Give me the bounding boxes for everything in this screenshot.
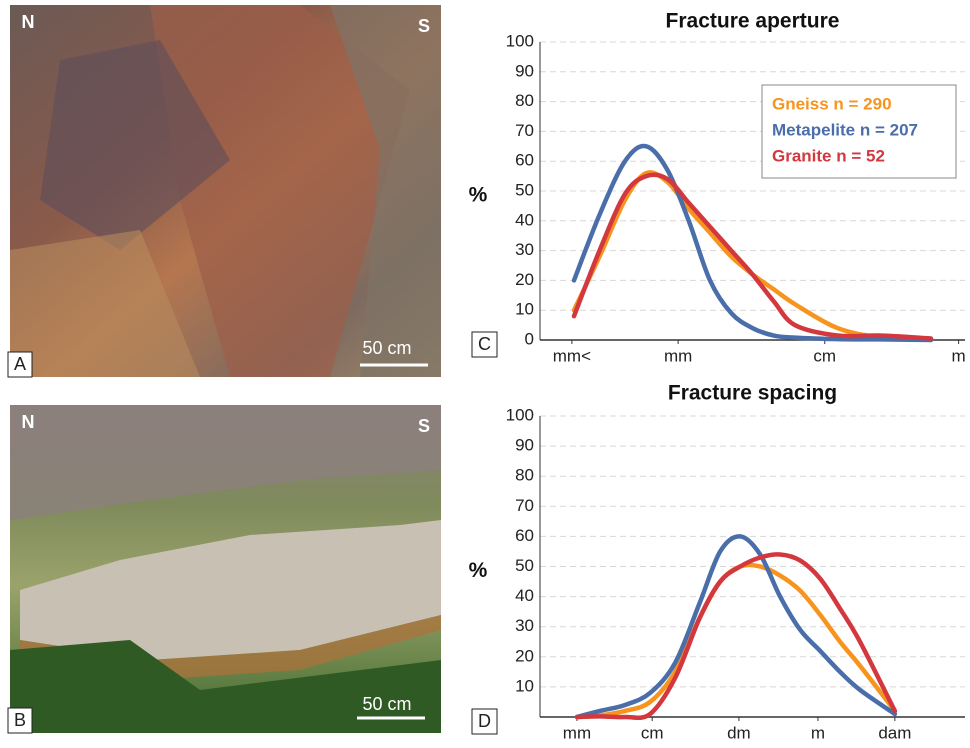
chart-title: Fracture spacing <box>668 382 837 405</box>
photo-a <box>10 5 441 377</box>
legend-entry: Metapelite n = 207 <box>772 120 918 139</box>
y-tick-label: 50 <box>515 556 534 575</box>
x-tick-label: m <box>811 723 825 742</box>
y-axis-label: % <box>469 559 488 582</box>
y-tick-label: 40 <box>515 210 534 229</box>
y-tick-label: 60 <box>515 151 534 170</box>
legend-entry: Gneiss n = 290 <box>772 94 892 113</box>
y-axis-label: % <box>469 184 488 207</box>
y-tick-label: 20 <box>515 270 534 289</box>
y-tick-label: 70 <box>515 121 534 140</box>
series-line <box>574 172 931 339</box>
series-line <box>577 565 895 717</box>
y-tick-label: 50 <box>515 180 534 199</box>
y-tick-label: 60 <box>515 526 534 545</box>
y-tick-label: 80 <box>515 466 534 485</box>
y-tick-label: 80 <box>515 91 534 110</box>
panel-label: C <box>478 334 491 354</box>
direction-left: N <box>22 12 35 32</box>
y-tick-label: 30 <box>515 240 534 259</box>
scale-label: 50 cm <box>362 694 411 714</box>
y-tick-label: 0 <box>525 329 534 348</box>
y-tick-label: 100 <box>506 405 534 424</box>
direction-right: S <box>418 416 430 436</box>
y-tick-label: 30 <box>515 616 534 635</box>
x-tick-label: cm <box>641 723 664 742</box>
direction-right: S <box>418 16 430 36</box>
chart-title: Fracture aperture <box>666 10 840 33</box>
direction-left: N <box>22 412 35 432</box>
panel-label: D <box>478 711 491 731</box>
figure: N S 50 cm A N S 50 cm B Fracture aperture% 0 10 20 3… <box>0 0 970 743</box>
x-tick-label: m <box>952 346 966 365</box>
y-tick-label: 10 <box>515 676 534 695</box>
photo-b <box>10 405 441 733</box>
series-line <box>577 554 895 717</box>
panel-label: B <box>14 710 26 730</box>
legend-entry: Granite n = 52 <box>772 146 885 165</box>
x-tick-label: mm< <box>553 346 591 365</box>
x-tick-label: dm <box>727 723 751 742</box>
x-tick-label: mm <box>563 723 591 742</box>
y-tick-label: 70 <box>515 496 534 515</box>
y-tick-label: 20 <box>515 646 534 665</box>
y-tick-label: 90 <box>515 61 534 80</box>
panel-label: A <box>14 354 26 374</box>
y-tick-label: 90 <box>515 436 534 455</box>
x-tick-label: mm <box>664 346 692 365</box>
scale-label: 50 cm <box>362 338 411 358</box>
y-tick-label: 100 <box>506 31 534 50</box>
x-tick-label: dam <box>878 723 911 742</box>
x-tick-label: cm <box>813 346 836 365</box>
y-tick-label: 10 <box>515 300 534 319</box>
y-tick-label: 40 <box>515 586 534 605</box>
